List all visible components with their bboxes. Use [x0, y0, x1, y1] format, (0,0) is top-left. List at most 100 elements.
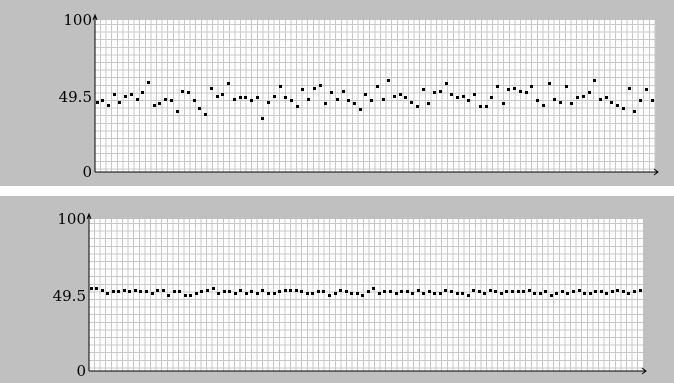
data-point [530, 85, 533, 88]
data-point [317, 290, 320, 293]
grid-lines [95, 20, 656, 172]
data-point [273, 292, 276, 295]
data-point [490, 96, 493, 99]
data-point [279, 85, 282, 88]
data-point [605, 96, 608, 99]
data-point [578, 289, 581, 292]
data-point [422, 292, 425, 295]
data-point [561, 290, 564, 293]
data-point [228, 290, 231, 293]
data-point [461, 292, 464, 295]
data-point [566, 292, 569, 295]
data-point [550, 294, 553, 297]
data-point [456, 292, 459, 295]
data-point [633, 290, 636, 293]
data-point [204, 113, 207, 116]
data-point [406, 290, 409, 293]
y-tick-label: 0 [76, 362, 86, 380]
data-point [496, 85, 499, 88]
data-point [361, 294, 364, 297]
data-point [250, 99, 253, 102]
data-point [96, 101, 99, 104]
x-axis-arrow [641, 367, 647, 375]
data-point [290, 99, 293, 102]
data-point [439, 90, 442, 93]
data-point [622, 290, 625, 293]
data-point [141, 91, 144, 94]
data-point [450, 290, 453, 293]
data-point [610, 101, 613, 104]
data-point [227, 82, 230, 85]
data-point [376, 85, 379, 88]
data-point [356, 292, 359, 295]
data-point [95, 287, 98, 290]
data-point [117, 290, 120, 293]
data-point [594, 290, 597, 293]
data-point [548, 82, 551, 85]
data-point [439, 292, 442, 295]
data-point [428, 290, 431, 293]
data-point [189, 294, 192, 297]
data-point [347, 99, 350, 102]
data-point [200, 290, 203, 293]
data-point [139, 290, 142, 293]
data-point [145, 290, 148, 293]
data-point [533, 292, 536, 295]
data-point [522, 290, 525, 293]
data-point [284, 289, 287, 292]
data-point [367, 290, 370, 293]
data-point [101, 289, 104, 292]
data-point [267, 101, 270, 104]
data-point [173, 290, 176, 293]
data-point [519, 90, 522, 93]
data-point [221, 93, 224, 96]
data-point [124, 95, 127, 98]
data-point [130, 93, 133, 96]
data-point [462, 95, 465, 98]
data-point [164, 98, 167, 101]
data-point [616, 289, 619, 292]
data-point [306, 292, 309, 295]
data-point [416, 105, 419, 108]
data-point [212, 287, 215, 290]
data-point [330, 91, 333, 94]
data-point [559, 101, 562, 104]
data-point [178, 290, 181, 293]
data-point [296, 105, 299, 108]
data-point [244, 96, 247, 99]
data-point [107, 104, 110, 107]
plot-area [89, 219, 643, 371]
data-point [570, 102, 573, 105]
data-point [399, 93, 402, 96]
data-point [307, 98, 310, 101]
data-point [467, 99, 470, 102]
data-point [582, 95, 585, 98]
data-point [151, 292, 154, 295]
data-point [158, 102, 161, 105]
data-point [322, 290, 325, 293]
data-point [370, 99, 373, 102]
data-point [553, 98, 556, 101]
data-point [261, 117, 264, 120]
data-point [359, 108, 362, 111]
data-point [195, 292, 198, 295]
data-point [472, 289, 475, 292]
data-point [206, 289, 209, 292]
data-point [555, 292, 558, 295]
data-point [378, 292, 381, 295]
data-point [345, 290, 348, 293]
chart-panel-bottom: 100 49.5 0 [0, 196, 674, 383]
data-point [616, 104, 619, 107]
data-point [319, 84, 322, 87]
data-point [113, 93, 116, 96]
data-point [342, 90, 345, 93]
data-point [433, 292, 436, 295]
y-tick-label: 100 [63, 11, 92, 29]
data-point [411, 292, 414, 295]
data-point [364, 93, 367, 96]
data-point [444, 289, 447, 292]
data-point [278, 290, 281, 293]
data-point [645, 88, 648, 91]
data-point [513, 87, 516, 90]
y-tick-label: 49.5 [59, 88, 92, 106]
